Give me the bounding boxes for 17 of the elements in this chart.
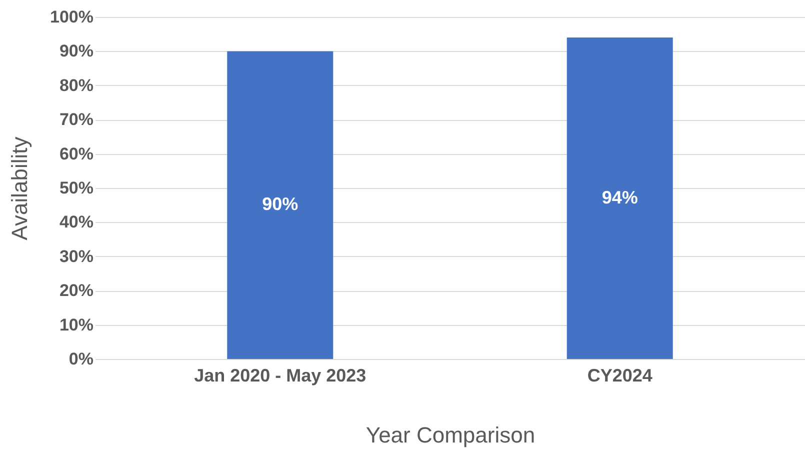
x-tick-label: Jan 2020 - May 2023 bbox=[194, 366, 366, 386]
x-axis-title: Year Comparison bbox=[366, 422, 536, 448]
y-tick-label: 70% bbox=[59, 110, 94, 130]
data-label: 94% bbox=[602, 187, 638, 208]
y-tick-label: 30% bbox=[59, 246, 94, 266]
y-tick-label: 40% bbox=[59, 212, 94, 232]
y-tick-label: 20% bbox=[59, 281, 94, 300]
y-tick-label: 50% bbox=[59, 178, 94, 198]
data-label: 90% bbox=[262, 194, 298, 214]
x-tick-label: CY2024 bbox=[587, 366, 652, 386]
y-tick-label: 80% bbox=[59, 76, 94, 95]
y-tick-label: 10% bbox=[59, 315, 94, 334]
y-tick-label: 90% bbox=[59, 42, 94, 61]
y-axis-title: Availability bbox=[7, 136, 32, 240]
y-tick-label: 0% bbox=[68, 350, 94, 368]
y-tick-label: 60% bbox=[59, 144, 94, 164]
y-tick-label: 100% bbox=[50, 8, 94, 26]
